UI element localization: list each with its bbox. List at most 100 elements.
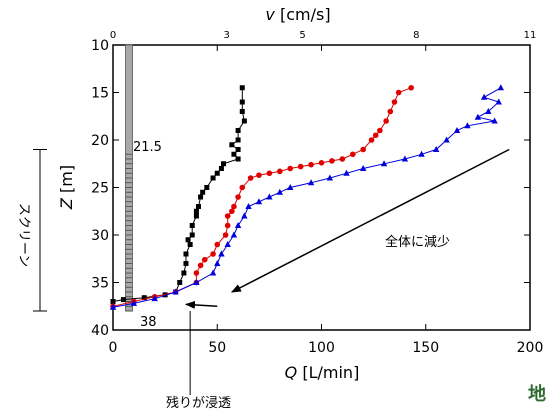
data-point-circle: [408, 84, 414, 91]
data-point-circle: [360, 146, 367, 153]
data-point-circle: [297, 163, 304, 170]
data-point-square: [187, 242, 193, 247]
screen-bottom-depth-label: 38: [140, 315, 157, 330]
data-point-square: [235, 147, 241, 152]
data-point-triangle: [380, 160, 388, 167]
data-point-square: [183, 261, 189, 266]
y-tick-label: 15: [91, 86, 109, 102]
series-layer: [109, 84, 505, 310]
data-point-square: [193, 213, 199, 219]
top-axis-label: v [cm/s]: [265, 5, 330, 24]
data-point-square: [181, 270, 187, 276]
data-point-circle: [247, 175, 254, 181]
data-point-square: [183, 251, 189, 257]
data-point-circle: [318, 160, 325, 166]
top-tick-label: 11: [524, 30, 537, 41]
data-point-circle: [224, 222, 231, 229]
x-tick-label: 0: [109, 340, 118, 356]
data-point-triangle: [224, 241, 231, 247]
data-point-circle: [387, 108, 394, 115]
top-tick-label: 0: [110, 30, 116, 41]
data-point-square: [110, 299, 116, 304]
data-point-square: [235, 137, 241, 143]
data-point-circle: [266, 170, 273, 177]
data-point-square: [193, 208, 199, 214]
data-point-square: [235, 156, 241, 162]
data-point-circle: [235, 194, 241, 200]
data-point-circle: [368, 137, 375, 143]
y-tick-label: 40: [91, 323, 109, 339]
data-point-triangle: [326, 174, 334, 181]
x-tick-label: 150: [412, 340, 439, 356]
data-point-circle: [224, 213, 231, 219]
data-point-square: [218, 166, 224, 171]
data-point-circle: [222, 232, 229, 238]
data-point-circle: [329, 158, 335, 164]
screen-top-depth-label: 21.5: [133, 140, 162, 155]
data-point-triangle: [453, 127, 461, 133]
data-point-circle: [308, 161, 314, 168]
data-point-triangle: [418, 150, 425, 157]
y-tick-label: 25: [91, 181, 109, 197]
data-point-triangle: [307, 179, 315, 186]
data-point-triangle: [266, 193, 273, 200]
data-point-square: [229, 142, 235, 148]
data-point-triangle: [464, 122, 471, 129]
data-point-triangle: [245, 203, 252, 209]
data-point-triangle: [491, 117, 498, 124]
data-point-square: [177, 280, 183, 285]
data-point-triangle: [480, 93, 488, 100]
plot-area: [112, 44, 531, 331]
data-point-triangle: [241, 212, 248, 219]
y-tick-label: 35: [91, 276, 109, 292]
data-point-triangle: [109, 303, 117, 310]
data-point-circle: [277, 168, 283, 175]
trend-label: 全体に減少: [385, 234, 450, 250]
data-point-circle: [372, 132, 379, 139]
data-point-triangle: [193, 279, 200, 285]
corner-mark: 地: [528, 383, 546, 405]
data-point-triangle: [276, 188, 283, 195]
data-point-circle: [197, 262, 204, 269]
data-point-circle: [256, 172, 262, 178]
top-tick-label: 8: [413, 30, 419, 41]
data-point-circle: [239, 184, 246, 191]
data-point-square: [141, 295, 147, 301]
data-point-square: [210, 175, 216, 181]
x-tick-label: 200: [517, 340, 544, 356]
data-point-triangle: [230, 231, 238, 238]
data-point-triangle: [234, 222, 242, 228]
annotations: [184, 148, 510, 395]
data-point-circle: [391, 99, 398, 105]
data-point-square: [235, 128, 241, 133]
data-point-triangle: [151, 295, 158, 302]
data-point-circle: [377, 127, 383, 134]
data-point-circle: [214, 241, 221, 248]
y-tick-label: 20: [91, 133, 109, 149]
data-point-circle: [193, 270, 200, 276]
data-point-circle: [201, 256, 208, 263]
data-point-square: [221, 161, 227, 167]
data-point-triangle: [343, 169, 350, 176]
data-point-triangle: [495, 98, 502, 105]
data-point-circle: [349, 151, 356, 158]
data-point-square: [195, 204, 201, 209]
series-line: [112, 87, 412, 307]
data-point-triangle: [172, 288, 179, 295]
data-point-square: [189, 232, 195, 238]
screen-side-label: スクリーン: [16, 203, 31, 267]
screen-bracket: [33, 149, 47, 312]
data-point-circle: [339, 156, 346, 162]
data-point-circle: [210, 251, 216, 257]
y-axis-label: Z [m]: [57, 165, 76, 210]
data-point-triangle: [401, 155, 409, 162]
data-point-square: [185, 237, 191, 243]
x-tick-label: 50: [208, 340, 226, 356]
data-point-triangle: [474, 113, 482, 120]
seepage-label: 残りが浸透: [166, 396, 231, 411]
data-point-circle: [287, 165, 294, 172]
data-point-triangle: [255, 198, 263, 205]
data-point-square: [214, 170, 220, 176]
